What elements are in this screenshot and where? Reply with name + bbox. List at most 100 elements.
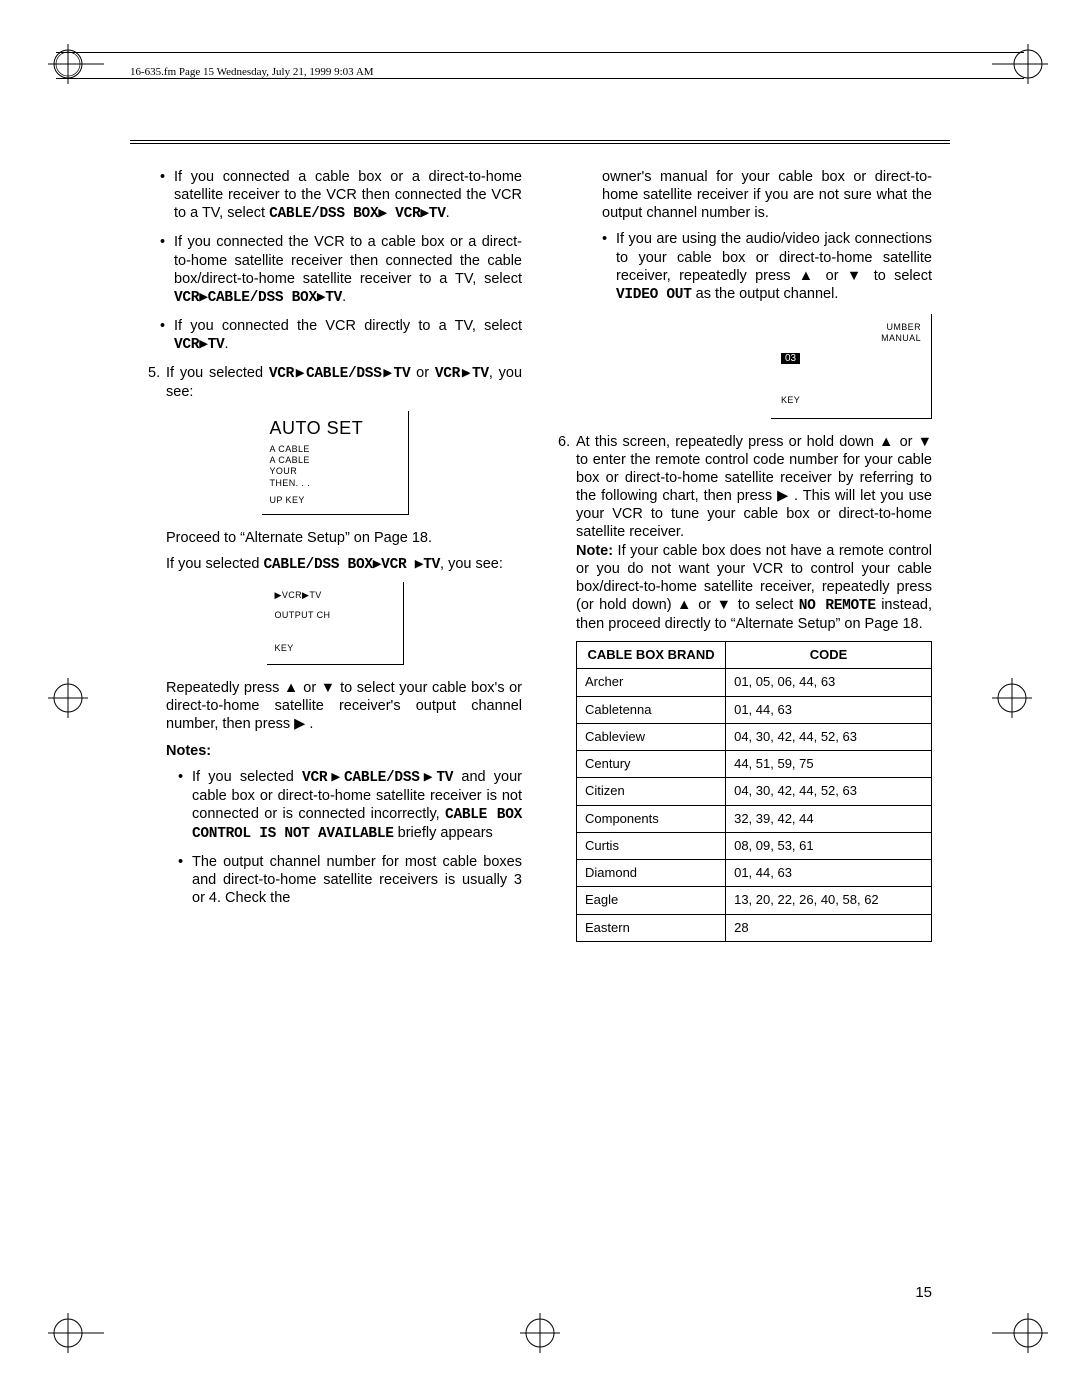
table-row: Century44, 51, 59, 75 <box>577 751 932 778</box>
menu-path: VCR▶CABLE/DSS BOX▶TV <box>174 290 342 306</box>
text: If you connected the VCR to a cable box … <box>174 234 522 286</box>
table-row: Curtis08, 09, 53, 61 <box>577 832 932 859</box>
crop-mark-icon <box>520 1313 560 1353</box>
list-item: If you are using the audio/video jack co… <box>602 230 932 304</box>
osd-screen-number: UMBER MANUAL 03 KEY <box>771 314 932 419</box>
codes: 13, 20, 22, 26, 40, 58, 62 <box>726 887 932 914</box>
text: If you selected CABLE/DSS BOX▶VCR ▶TV, y… <box>166 555 522 574</box>
brand: Eagle <box>577 887 726 914</box>
codes: 32, 39, 42, 44 <box>726 805 932 832</box>
crop-rule <box>56 78 1024 79</box>
list-item: The output channel number for most cable… <box>178 853 522 907</box>
text: If you are using the audio/video jack co… <box>616 231 932 283</box>
crop-mark-icon <box>48 678 88 718</box>
osd-screen-autoset: AUTO SET A CABLE A CABLE YOUR THEN. . . … <box>262 411 409 515</box>
table-row: Diamond01, 44, 63 <box>577 860 932 887</box>
list-item: If you selected VCR▶CABLE/DSS▶TV and you… <box>178 768 522 844</box>
text: , you see: <box>440 556 503 572</box>
menu-path: VCR▶TV <box>174 337 224 353</box>
brand: Diamond <box>577 860 726 887</box>
text: briefly appears <box>394 825 493 841</box>
osd-line: A CABLE <box>270 444 400 455</box>
codes: 01, 44, 63 <box>726 860 932 887</box>
osd-line: MANUAL <box>781 333 921 344</box>
brand: Curtis <box>577 832 726 859</box>
menu-path: CABLE/DSS BOX▶VCR ▶TV <box>264 557 441 573</box>
table-row: Cableview04, 30, 42, 44, 52, 63 <box>577 723 932 750</box>
osd-line: OUTPUT CH <box>275 610 395 621</box>
brand: Components <box>577 805 726 832</box>
menu-option: NO REMOTE <box>799 598 876 614</box>
notes-heading: Notes: <box>166 742 522 760</box>
menu-path: VCR▶CABLE/DSS▶TV <box>269 366 411 382</box>
manual-page: 16-635.fm Page 15 Wednesday, July 21, 19… <box>0 0 1080 1397</box>
note-paragraph: Note: If your cable box does not have a … <box>558 542 932 634</box>
crop-rule <box>56 52 1024 53</box>
menu-path: CABLE/DSS BOX▶ VCR▶TV <box>269 206 446 222</box>
note-heading: Note: <box>576 543 613 559</box>
body-content: If you connected a cable box or a direct… <box>148 168 932 1277</box>
table-row: Archer01, 05, 06, 44, 63 <box>577 669 932 696</box>
codes: 44, 51, 59, 75 <box>726 751 932 778</box>
col2-start: owner's manual for your cable box or dir… <box>558 168 932 419</box>
osd-screen-output: ▶VCR▶TV OUTPUT CH KEY <box>267 582 404 665</box>
brand: Cabletenna <box>577 696 726 723</box>
table-row: Citizen04, 30, 42, 44, 52, 63 <box>577 778 932 805</box>
step-number: 5. <box>148 364 160 382</box>
osd-title: AUTO SET <box>270 417 400 440</box>
table-header: CODE <box>726 642 932 669</box>
text: If you selected <box>166 365 269 381</box>
step5-continued2: Repeatedly press ▲ or ▼ to select your c… <box>148 679 522 907</box>
framemaker-header: 16-635.fm Page 15 Wednesday, July 21, 19… <box>130 66 374 78</box>
brand: Cableview <box>577 723 726 750</box>
osd-line: KEY <box>275 643 395 654</box>
list-item: If you connected the VCR to a cable box … <box>160 233 522 307</box>
osd-line: UMBER <box>781 322 921 333</box>
list-item: If you connected the VCR directly to a T… <box>160 317 522 354</box>
menu-path: VCR▶TV <box>435 366 489 382</box>
osd-selected-value: 03 <box>781 353 800 364</box>
step-6: 6. At this screen, repeatedly press or h… <box>558 433 932 542</box>
codes: 01, 44, 63 <box>726 696 932 723</box>
table-row: Components32, 39, 42, 44 <box>577 805 932 832</box>
text: If you selected <box>166 556 264 572</box>
codes: 28 <box>726 914 932 941</box>
osd-line: UP KEY <box>270 495 400 506</box>
brand: Century <box>577 751 726 778</box>
osd-line: YOUR <box>270 466 400 477</box>
text: If you selected <box>192 769 302 785</box>
codes: 04, 30, 42, 44, 52, 63 <box>726 778 932 805</box>
crop-mark-icon <box>992 1313 1032 1353</box>
text: Proceed to “Alternate Setup” on Page 18. <box>166 529 522 547</box>
step5-continued: Proceed to “Alternate Setup” on Page 18.… <box>148 529 522 574</box>
codes: 01, 05, 06, 44, 63 <box>726 669 932 696</box>
crop-mark-icon <box>48 1313 88 1353</box>
table-row: Eastern28 <box>577 914 932 941</box>
text: If you connected the VCR directly to a T… <box>174 318 522 334</box>
step-number: 6. <box>558 433 570 451</box>
text: or <box>410 365 434 381</box>
codes: 04, 30, 42, 44, 52, 63 <box>726 723 932 750</box>
brand: Archer <box>577 669 726 696</box>
table-row: Cabletenna01, 44, 63 <box>577 696 932 723</box>
osd-line: A CABLE <box>270 455 400 466</box>
menu-option: VIDEO OUT <box>616 287 692 303</box>
list-item: If you connected a cable box or a direct… <box>160 168 522 223</box>
page-number: 15 <box>915 1284 932 1301</box>
codes: 08, 09, 53, 61 <box>726 832 932 859</box>
osd-line: ▶VCR▶TV <box>275 590 395 601</box>
connection-options-list: If you connected a cable box or a direct… <box>148 168 522 354</box>
table-header: CABLE BOX BRAND <box>577 642 726 669</box>
brand: Eastern <box>577 914 726 941</box>
brand: Citizen <box>577 778 726 805</box>
text: At this screen, repeatedly press or hold… <box>576 434 932 541</box>
osd-line: KEY <box>781 395 921 406</box>
section-rule <box>130 140 950 144</box>
cable-box-codes-table: CABLE BOX BRAND CODE Archer01, 05, 06, 4… <box>576 641 932 942</box>
menu-path: VCR▶CABLE/DSS▶TV <box>302 770 453 786</box>
text: Repeatedly press ▲ or ▼ to select your c… <box>166 679 522 733</box>
av-note-list: If you are using the audio/video jack co… <box>576 230 932 304</box>
text: owner's manual for your cable box or dir… <box>576 168 932 222</box>
notes-list: If you selected VCR▶CABLE/DSS▶TV and you… <box>166 768 522 908</box>
osd-line: THEN. . . <box>270 478 400 489</box>
